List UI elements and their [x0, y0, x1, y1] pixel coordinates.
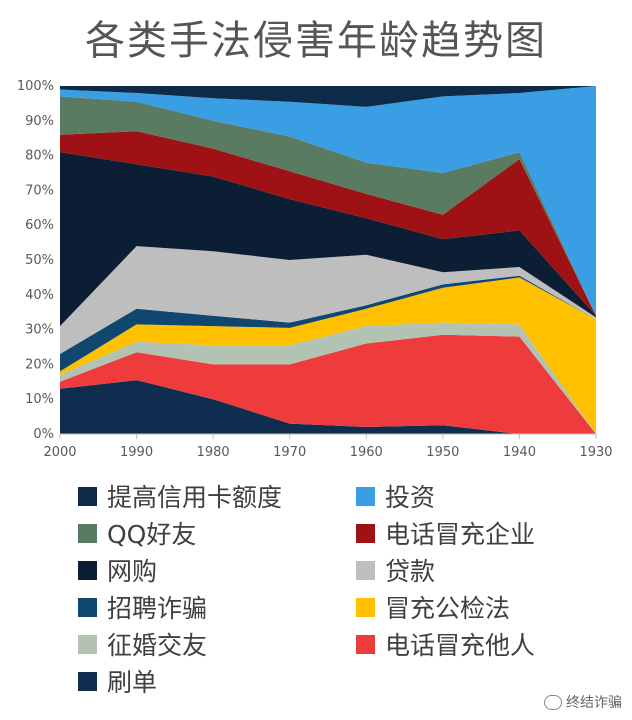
legend-item: 电话冒充企业 — [356, 515, 535, 551]
chart-title: 各类手法侵害年龄趋势图 — [85, 18, 547, 64]
y-tick-label: 40% — [25, 288, 54, 303]
legend-item: 投资 — [356, 478, 435, 514]
legend-swatch — [356, 634, 375, 654]
area-2 — [60, 322, 596, 434]
legend-item: 招聘诈骗 — [78, 589, 207, 625]
axes-group: 0% 10% 20% 30% 40% 50% 60% 70% 80% 90% 100% 2000 199… — [17, 79, 613, 460]
legend-swatch — [78, 560, 97, 580]
y-tick-label: 70% — [25, 183, 54, 198]
watermark-text: 终结诈骗 — [566, 695, 622, 711]
area-6 — [60, 152, 596, 327]
y-tick-label: 20% — [25, 357, 54, 372]
area-7 — [60, 131, 596, 316]
y-tick-label: 60% — [25, 218, 54, 233]
legend-swatch — [78, 523, 97, 543]
legend-item: 贷款 — [356, 552, 435, 588]
area-9 — [60, 86, 596, 316]
legend-item: 网购 — [78, 552, 157, 588]
legend-swatch — [78, 597, 97, 617]
area-4 — [60, 275, 596, 372]
x-tick-label: 1950 — [426, 445, 459, 460]
legend-label: 电话冒充他人 — [385, 631, 536, 660]
legend-label: 网购 — [107, 557, 158, 586]
legend-label: 冒充公检法 — [385, 594, 511, 623]
legend-label: 提高信用卡额度 — [107, 483, 283, 512]
y-tick-label: 30% — [25, 323, 54, 338]
area-0 — [60, 380, 596, 434]
legend-item: 提高信用卡额度 — [78, 478, 282, 514]
watermark: 终结诈骗 — [544, 692, 622, 712]
x-tick-label: 1930 — [579, 445, 612, 460]
x-tick-label: 1970 — [273, 445, 306, 460]
legend-label: 投资 — [385, 483, 436, 512]
wechat-icon — [544, 694, 562, 710]
legend-label: 招聘诈骗 — [107, 594, 208, 623]
legend-item: 征婚交友 — [78, 626, 207, 662]
stacked-area-chart: 0% 10% 20% 30% 40% 50% 60% 70% 80% 90% 100% 2000 199… — [17, 79, 613, 460]
legend-item: 冒充公检法 — [356, 589, 510, 625]
y-tick-label: 10% — [25, 392, 54, 407]
x-tick-label: 2000 — [43, 445, 76, 460]
x-tick-label: 1980 — [197, 445, 230, 460]
area-1 — [60, 334, 596, 434]
x-tick-label: 1960 — [350, 445, 383, 460]
area-3 — [60, 277, 596, 434]
legend-swatch — [356, 560, 375, 580]
legend-label: 电话冒充企业 — [385, 520, 536, 549]
y-tick-label: 100% — [17, 79, 54, 94]
legend-swatch — [78, 486, 97, 506]
area-10 — [60, 86, 596, 107]
y-tick-label: 90% — [25, 114, 54, 129]
y-tick-label: 0% — [33, 427, 54, 442]
legend-swatch — [356, 523, 375, 543]
legend-label: QQ好友 — [107, 520, 197, 549]
legend-label: 征婚交友 — [107, 631, 208, 660]
legend-label: 刷单 — [107, 668, 158, 697]
x-tick-label: 1990 — [120, 445, 153, 460]
legend-swatch — [78, 671, 97, 691]
y-tick-label: 80% — [25, 149, 54, 164]
legend-swatch — [356, 486, 375, 506]
area-5 — [60, 246, 596, 354]
area-8 — [60, 96, 596, 316]
legend-item: 电话冒充他人 — [356, 626, 535, 662]
x-tick-label: 1940 — [503, 445, 536, 460]
legend-item: 刷单 — [78, 663, 157, 699]
area-series-group — [60, 86, 596, 434]
legend-item: QQ好友 — [78, 515, 196, 551]
legend-swatch — [78, 634, 97, 654]
legend-label: 贷款 — [385, 557, 436, 586]
y-tick-label: 50% — [25, 253, 54, 268]
legend-swatch — [356, 597, 375, 617]
